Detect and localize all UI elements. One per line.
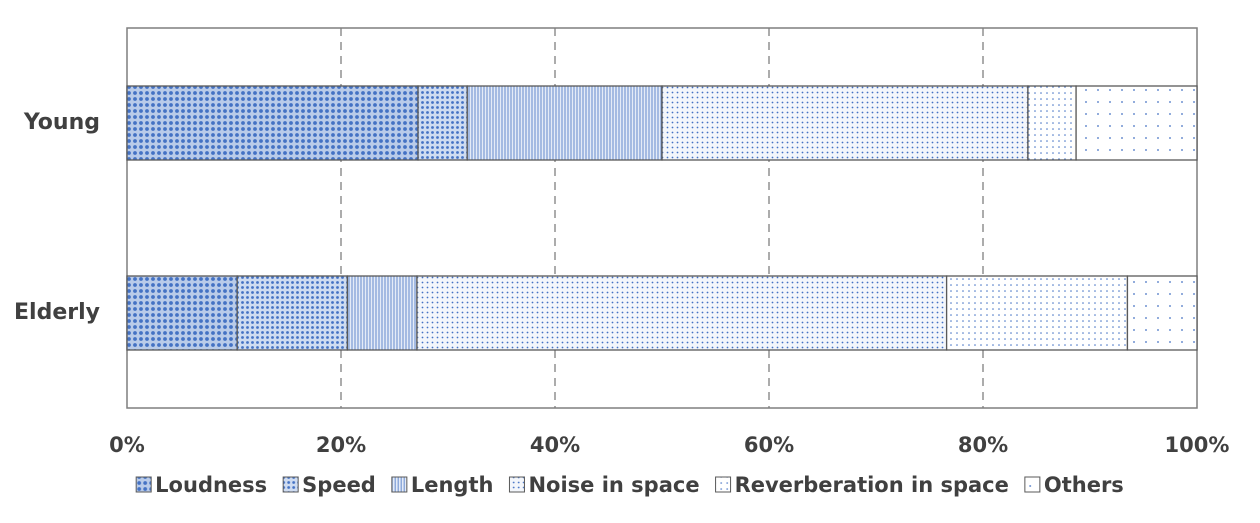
x-tick-label: 80%	[958, 433, 1008, 457]
legend-label: Reverberation in space	[735, 473, 1009, 497]
bar-segment	[417, 85, 468, 161]
bar-segment	[466, 85, 663, 161]
legend: Loudness Speed Length Noise in space Reverbe…	[135, 473, 1124, 497]
legend-swatch	[715, 476, 732, 493]
plot-area	[126, 27, 1198, 409]
x-tick-label: 0%	[109, 433, 145, 457]
legend-label: Loudness	[155, 473, 267, 497]
legend-swatch	[135, 476, 152, 493]
y-tick-label: Young	[23, 110, 100, 135]
legend-swatch	[1024, 476, 1041, 493]
bar-segment	[416, 275, 948, 351]
x-tick-label: 40%	[530, 433, 580, 457]
x-tick-label: 20%	[316, 433, 366, 457]
x-tick-label: 60%	[744, 433, 794, 457]
bar-segment	[126, 275, 238, 351]
bar-segment	[1075, 85, 1198, 161]
legend-label: Length	[411, 473, 494, 497]
bar-segment	[126, 85, 419, 161]
bar-segment	[346, 275, 418, 351]
bar-segment	[236, 275, 349, 351]
legend-swatch	[282, 476, 299, 493]
y-tick-label: Elderly	[14, 300, 100, 325]
legend-label: Noise in space	[528, 473, 699, 497]
legend-label: Others	[1044, 473, 1124, 497]
legend-label: Speed	[302, 473, 376, 497]
legend-swatch	[508, 476, 525, 493]
bar-segment	[1027, 85, 1077, 161]
legend-swatch	[391, 476, 408, 493]
bar-segment	[661, 85, 1029, 161]
bar-segment	[1126, 275, 1198, 351]
x-tick-label: 100%	[1165, 433, 1230, 457]
bar-segment	[945, 275, 1129, 351]
